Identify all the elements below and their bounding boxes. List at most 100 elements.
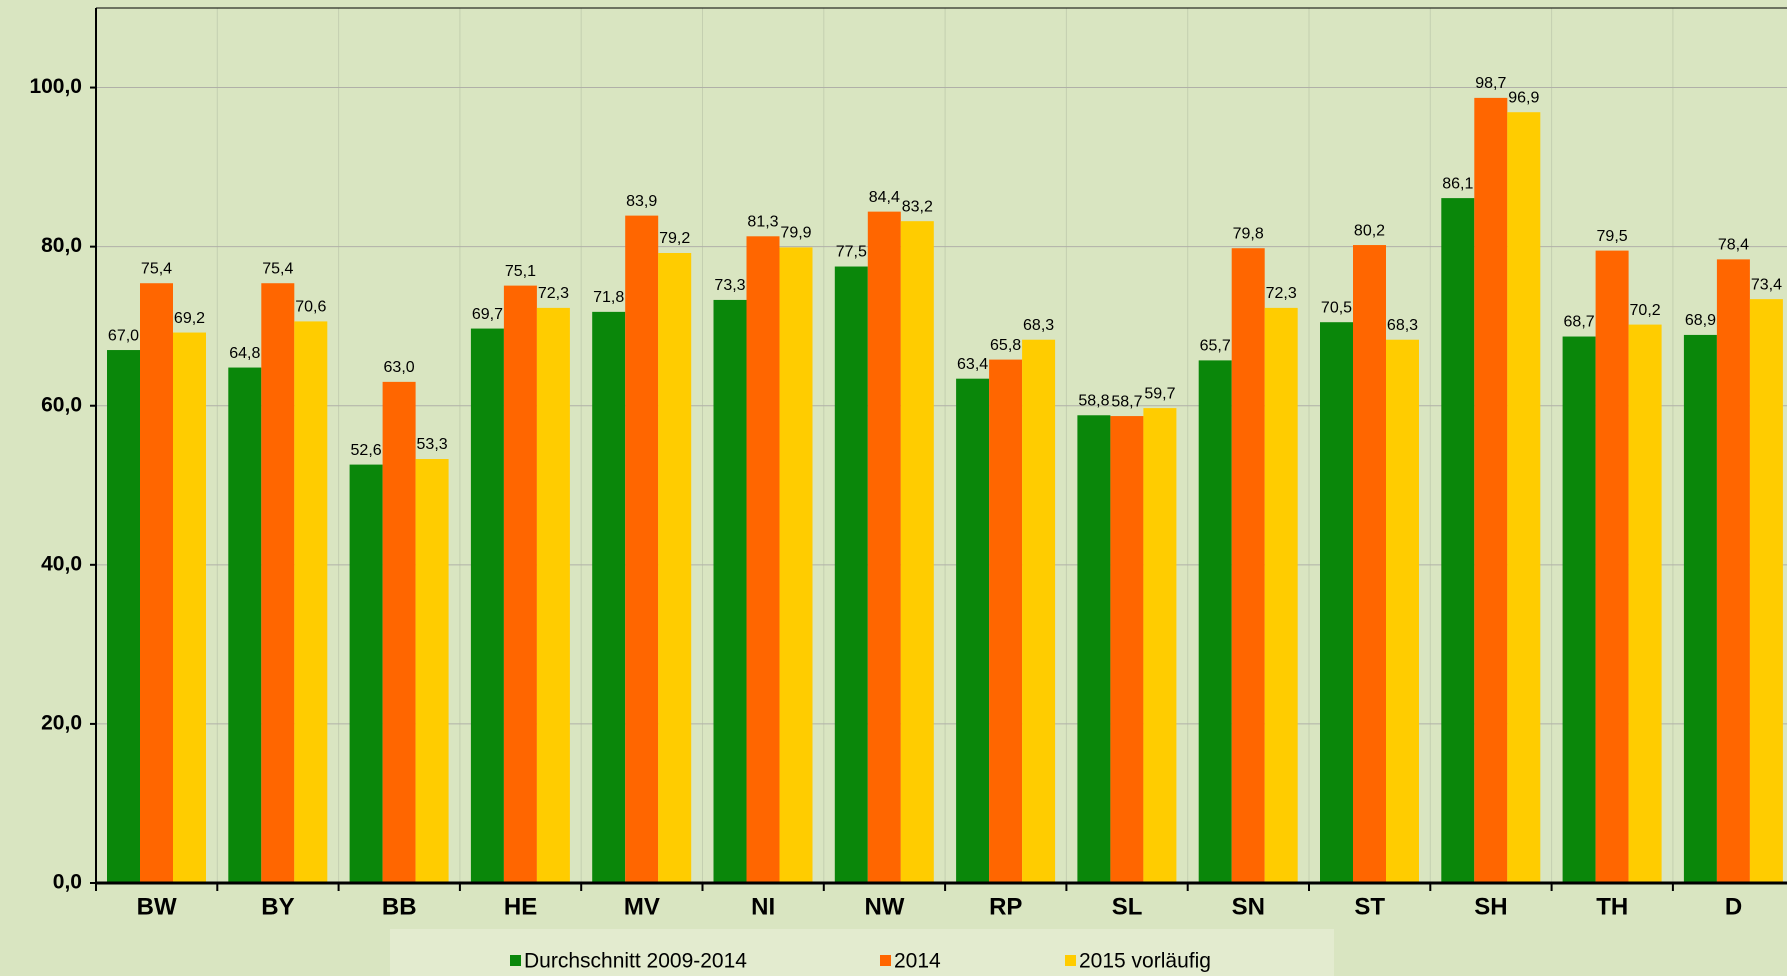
bar bbox=[1595, 250, 1629, 883]
value-label: 67,0 bbox=[108, 327, 139, 344]
bar bbox=[1022, 339, 1056, 883]
bar bbox=[1749, 299, 1783, 883]
y-tick-label: 0,0 bbox=[53, 871, 82, 894]
x-tick-label: ST bbox=[1354, 893, 1385, 920]
value-label: 79,8 bbox=[1233, 225, 1264, 242]
value-label: 69,2 bbox=[174, 310, 205, 327]
bar bbox=[349, 464, 383, 883]
y-tick-label: 80,0 bbox=[41, 234, 82, 257]
bar bbox=[382, 381, 416, 883]
bar bbox=[1683, 334, 1717, 883]
legend-label: Durchschnitt 2009-2014 bbox=[524, 950, 747, 973]
x-tick-label: BY bbox=[261, 893, 294, 920]
value-label: 68,3 bbox=[1023, 317, 1054, 334]
legend-swatch bbox=[1065, 955, 1076, 966]
bar bbox=[503, 285, 537, 883]
bar bbox=[261, 283, 295, 883]
value-label: 75,4 bbox=[141, 260, 172, 277]
bar bbox=[1110, 416, 1144, 883]
value-label: 70,5 bbox=[1321, 299, 1352, 316]
bar bbox=[536, 307, 570, 883]
bar bbox=[1562, 336, 1596, 884]
value-label: 83,2 bbox=[902, 198, 933, 215]
y-tick-label: 60,0 bbox=[41, 393, 82, 416]
value-label: 79,9 bbox=[780, 225, 811, 242]
bar bbox=[1474, 97, 1508, 884]
bar bbox=[746, 236, 780, 883]
x-tick-label: NW bbox=[864, 893, 904, 920]
value-label: 98,7 bbox=[1475, 75, 1506, 92]
value-label: 70,6 bbox=[295, 299, 326, 316]
bar bbox=[1716, 259, 1750, 883]
value-label: 96,9 bbox=[1508, 89, 1539, 106]
bar bbox=[625, 215, 659, 883]
value-label: 59,7 bbox=[1144, 385, 1175, 402]
value-label: 79,5 bbox=[1597, 228, 1628, 245]
value-label: 69,7 bbox=[472, 306, 503, 323]
bar bbox=[779, 247, 813, 883]
bar bbox=[713, 299, 747, 883]
x-tick-label: D bbox=[1725, 893, 1742, 920]
bar bbox=[470, 328, 504, 883]
bar bbox=[1628, 324, 1662, 883]
bar bbox=[140, 283, 173, 883]
value-label: 52,6 bbox=[351, 442, 382, 459]
x-tick-label: TH bbox=[1596, 893, 1628, 920]
legend-swatch bbox=[510, 955, 521, 966]
bar bbox=[415, 459, 449, 883]
value-label: 73,3 bbox=[714, 277, 745, 294]
value-label: 80,2 bbox=[1354, 222, 1385, 239]
bar bbox=[294, 321, 328, 884]
x-tick-label: NI bbox=[751, 893, 775, 920]
value-label: 70,2 bbox=[1630, 302, 1661, 319]
y-tick-label: 40,0 bbox=[41, 552, 82, 575]
bar bbox=[658, 253, 692, 883]
value-label: 58,8 bbox=[1078, 392, 1109, 409]
value-label: 73,4 bbox=[1751, 276, 1782, 293]
x-tick-label: HE bbox=[504, 893, 537, 920]
bar bbox=[1264, 307, 1298, 883]
bar bbox=[1353, 245, 1386, 883]
bar bbox=[1077, 415, 1111, 883]
bar bbox=[834, 266, 868, 884]
y-tick-label: 100,0 bbox=[29, 75, 82, 98]
value-label: 53,3 bbox=[417, 436, 448, 453]
legend-swatch bbox=[880, 955, 891, 966]
value-label: 75,4 bbox=[262, 260, 293, 277]
value-label: 86,1 bbox=[1442, 175, 1473, 192]
value-label: 65,8 bbox=[990, 337, 1021, 354]
x-tick-label: MV bbox=[624, 893, 660, 920]
x-tick-label: SH bbox=[1474, 893, 1507, 920]
value-label: 65,7 bbox=[1200, 338, 1231, 355]
value-label: 77,5 bbox=[836, 244, 867, 261]
bar bbox=[107, 350, 140, 884]
bar bbox=[592, 311, 626, 883]
value-label: 83,9 bbox=[626, 193, 657, 210]
value-label: 75,1 bbox=[505, 263, 536, 280]
value-label: 72,3 bbox=[1266, 285, 1297, 302]
bar bbox=[1386, 339, 1419, 883]
value-label: 63,4 bbox=[957, 356, 988, 373]
bar bbox=[228, 367, 262, 884]
bar bbox=[1320, 322, 1353, 883]
legend-box bbox=[390, 929, 1334, 976]
x-tick-label: BW bbox=[137, 893, 177, 920]
value-label: 64,8 bbox=[229, 345, 260, 362]
bar bbox=[900, 221, 934, 883]
x-tick-label: SL bbox=[1112, 893, 1143, 920]
value-label: 68,9 bbox=[1685, 312, 1716, 329]
x-tick-label: BB bbox=[382, 893, 417, 920]
bar bbox=[1507, 112, 1541, 884]
value-label: 72,3 bbox=[538, 285, 569, 302]
x-tick-label: SN bbox=[1232, 893, 1265, 920]
value-label: 63,0 bbox=[384, 359, 415, 376]
bar bbox=[989, 359, 1023, 883]
bar bbox=[1198, 360, 1232, 883]
value-label: 58,7 bbox=[1111, 393, 1142, 410]
value-label: 84,4 bbox=[869, 189, 900, 206]
bar bbox=[1441, 198, 1475, 883]
bar bbox=[173, 332, 206, 884]
value-label: 68,7 bbox=[1564, 314, 1595, 331]
value-label: 71,8 bbox=[593, 289, 624, 306]
